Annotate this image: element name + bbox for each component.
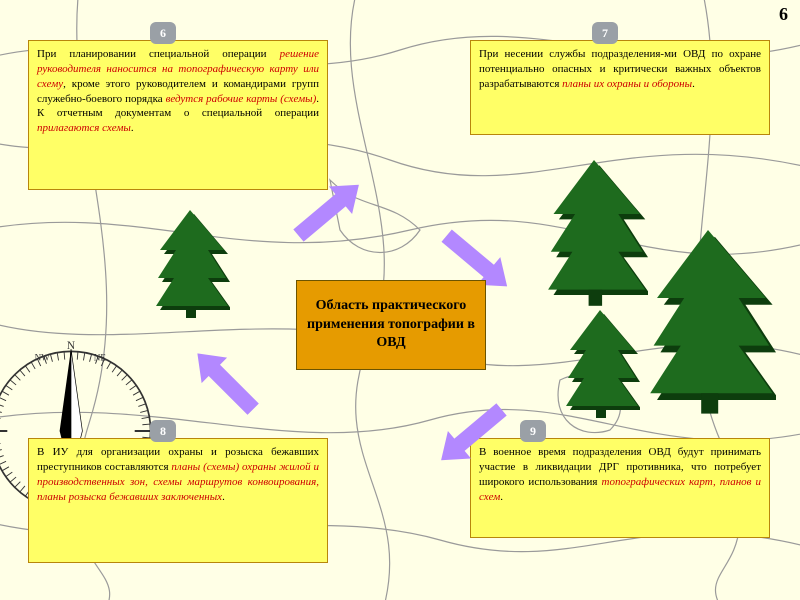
text-box-8: В ИУ для организации охраны и розыска бе… xyxy=(28,438,328,563)
text-segment: ведутся рабочие карты (схемы) xyxy=(166,93,317,105)
badge-6: 6 xyxy=(150,22,176,44)
text-segment: При планировании специальной операции xyxy=(37,48,280,60)
text-segment: прилагаются схемы xyxy=(37,122,131,134)
badge-9: 9 xyxy=(520,420,546,442)
tree-icon xyxy=(560,310,640,425)
text-segment: . xyxy=(222,491,225,503)
tree-icon xyxy=(150,210,230,325)
tree-icon xyxy=(640,230,776,422)
center-title-box: Область практического применения топогра… xyxy=(296,280,486,370)
center-title-text: Область практического применения топогра… xyxy=(303,297,479,354)
text-box-9: В военное время подразделения ОВД будут … xyxy=(470,438,770,538)
text-segment: . xyxy=(692,78,695,90)
page-number: 6 xyxy=(779,4,788,25)
svg-text:NE: NE xyxy=(94,352,107,362)
svg-text:N: N xyxy=(67,340,75,352)
text-box-7: При несении службы подразделения-ми ОВД … xyxy=(470,40,770,135)
text-segment: . xyxy=(131,122,134,134)
text-segment: . xyxy=(500,491,503,503)
text-box-6: При планировании специальной операции ре… xyxy=(28,40,328,190)
badge-8: 8 xyxy=(150,420,176,442)
svg-text:NW: NW xyxy=(35,352,51,362)
badge-7: 7 xyxy=(592,22,618,44)
tree-icon xyxy=(540,160,648,314)
text-segment: планы их охраны и обороны xyxy=(562,78,692,90)
